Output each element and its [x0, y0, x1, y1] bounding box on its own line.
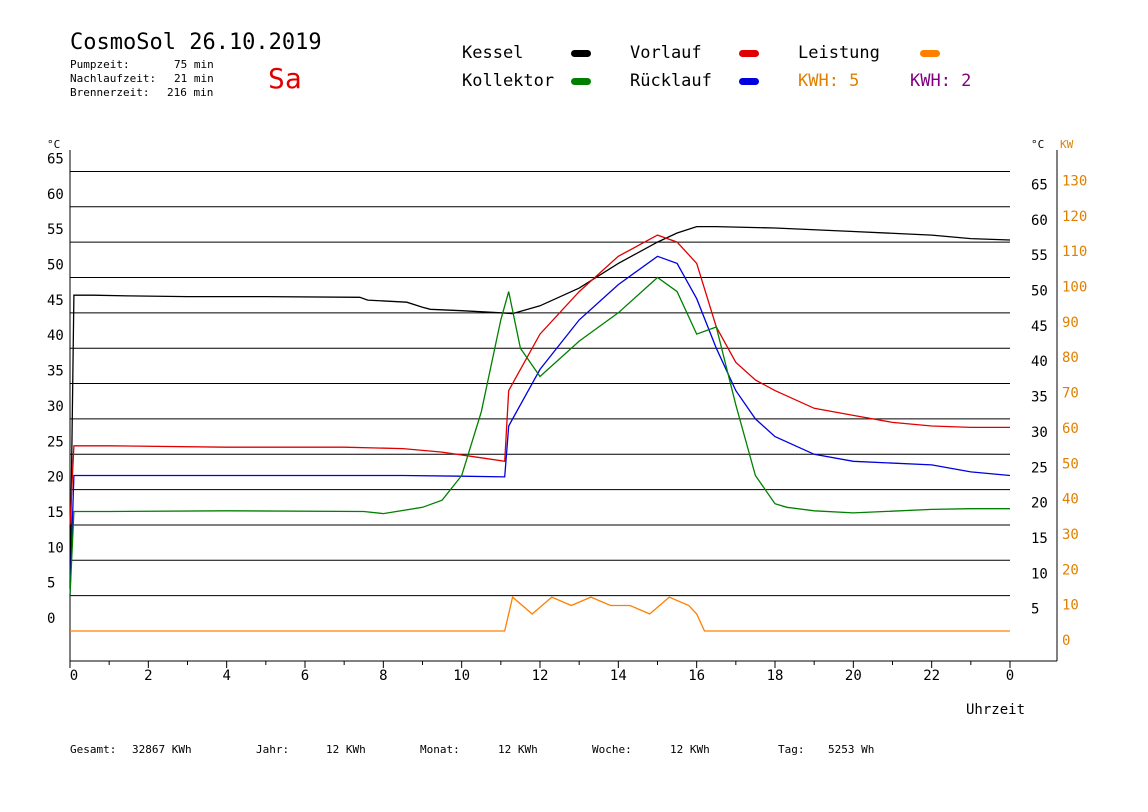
y2-tick-label: 10 — [1062, 598, 1079, 614]
y-axis-power-unit: KW — [1060, 138, 1074, 151]
y2-tick-label: 100 — [1062, 280, 1087, 296]
y-tick-label-right: 45 — [1031, 319, 1048, 335]
legend-kollektor-swatch — [571, 78, 591, 85]
x-tick-label: 4 — [222, 668, 230, 684]
y2-tick-label: 130 — [1062, 173, 1087, 189]
x-tick-label: 2 — [144, 668, 152, 684]
x-tick-label: 18 — [767, 668, 784, 684]
y-tick-label-right: 30 — [1031, 425, 1048, 441]
footer-woche-label: Woche: — [592, 743, 632, 756]
legend-kessel-swatch — [571, 50, 591, 57]
legend-kollektor-label: Kollektor — [462, 71, 555, 91]
footer-jahr-value: 12 KWh — [326, 743, 366, 756]
y2-tick-label: 50 — [1062, 456, 1079, 472]
kwh-purple: KWH: 2 — [910, 71, 972, 91]
y-tick-label-right: 15 — [1031, 531, 1048, 547]
y-tick-label-left: 65 — [47, 151, 64, 167]
y2-tick-label: 40 — [1062, 492, 1079, 508]
y2-tick-label: 0 — [1062, 633, 1070, 649]
y-tick-label-right: 20 — [1031, 496, 1048, 512]
y-tick-label-left: 50 — [47, 258, 64, 274]
x-tick-label: 12 — [532, 668, 549, 684]
y-tick-label-right: 40 — [1031, 354, 1048, 370]
y2-tick-label: 110 — [1062, 244, 1087, 260]
series-line-rcklauf — [69, 255, 1011, 596]
after-run-time-value: 21 min — [174, 72, 214, 85]
legend-ruecklauf-label: Rücklauf — [630, 71, 712, 91]
y-axis-right-unit: °C — [1031, 138, 1045, 151]
pump-time-value: 75 min — [174, 58, 214, 71]
footer-monat-label: Monat: — [420, 743, 460, 756]
pump-time-label: Pumpzeit: — [70, 58, 130, 71]
y-tick-label-left: 40 — [47, 328, 64, 344]
series-line-leistung — [70, 595, 1010, 632]
x-tick-label: 14 — [610, 668, 627, 684]
footer-jahr-label: Jahr: — [256, 743, 290, 756]
y2-tick-label: 70 — [1062, 386, 1079, 402]
grid-layer — [70, 170, 1010, 597]
y-axis-left-unit: °C — [47, 138, 61, 151]
day-of-week: Sa — [268, 62, 302, 95]
series-line-kollektor — [69, 276, 1010, 596]
y-tick-label-right: 60 — [1031, 213, 1048, 229]
x-tick-label: 10 — [453, 668, 470, 684]
y-tick-label-right: 5 — [1031, 602, 1039, 618]
series-line-kessel — [69, 225, 1011, 589]
axis-layer — [69, 150, 1058, 668]
y-tick-label-right: 55 — [1031, 248, 1048, 264]
y2-tick-label: 120 — [1062, 209, 1087, 225]
y-tick-label-left: 60 — [47, 187, 64, 203]
burner-time-value: 216 min — [167, 86, 214, 99]
y2-tick-label: 20 — [1062, 562, 1079, 578]
legend-kessel-label: Kessel — [462, 43, 524, 63]
y-tick-label-left: 0 — [47, 611, 55, 627]
y-tick-label-left: 20 — [47, 470, 64, 486]
y-tick-label-left: 15 — [47, 505, 64, 521]
y-tick-label-right: 65 — [1031, 177, 1048, 193]
chart-title: CosmoSol 26.10.2019 — [70, 30, 322, 55]
x-tick-label: 20 — [845, 668, 862, 684]
x-tick-label: 22 — [923, 668, 940, 684]
x-tick-label: 6 — [301, 668, 309, 684]
x-tick-label: 16 — [688, 668, 705, 684]
footer-gesamt-value: 32867 KWh — [132, 743, 192, 756]
footer-gesamt-label: Gesamt: — [70, 743, 117, 756]
y-tick-label-left: 30 — [47, 399, 64, 415]
legend-ruecklauf-swatch — [739, 78, 759, 85]
footer-tag-value: 5253 Wh — [828, 743, 875, 756]
x-tick-label: 0 — [70, 668, 78, 684]
legend-leistung-swatch — [920, 50, 940, 57]
footer-tag-label: Tag: — [778, 743, 805, 756]
y2-tick-label: 30 — [1062, 527, 1079, 543]
y2-tick-label: 60 — [1062, 421, 1079, 437]
series-line-vorlauf — [69, 234, 1010, 526]
y-tick-label-right: 35 — [1031, 390, 1048, 406]
y-tick-label-left: 45 — [47, 293, 64, 309]
y-tick-label-left: 10 — [47, 540, 64, 556]
y-tick-label-left: 5 — [47, 576, 55, 592]
kwh-orange: KWH: 5 — [798, 71, 860, 91]
y-tick-label-right: 25 — [1031, 460, 1048, 476]
footer-monat-value: 12 KWh — [498, 743, 538, 756]
y-tick-label-left: 25 — [47, 434, 64, 450]
y-tick-label-right: 50 — [1031, 284, 1048, 300]
legend-vorlauf-swatch — [739, 50, 759, 57]
y-tick-label-right: 10 — [1031, 566, 1048, 582]
y-tick-label-left: 35 — [47, 364, 64, 380]
legend-vorlauf-label: Vorlauf — [630, 43, 702, 63]
x-tick-label: 8 — [379, 668, 387, 684]
x-axis-label: Uhrzeit — [966, 702, 1026, 718]
legend-leistung-label: Leistung — [798, 43, 880, 63]
y2-tick-label: 80 — [1062, 350, 1079, 366]
x-tick-label: 0 — [1006, 668, 1014, 684]
series-layer — [69, 225, 1011, 632]
y2-tick-label: 90 — [1062, 315, 1079, 331]
footer-woche-value: 12 KWh — [670, 743, 710, 756]
burner-time-label: Brennerzeit: — [70, 86, 150, 99]
y-tick-label-left: 55 — [47, 222, 64, 238]
after-run-time-label: Nachlaufzeit: — [70, 72, 157, 85]
